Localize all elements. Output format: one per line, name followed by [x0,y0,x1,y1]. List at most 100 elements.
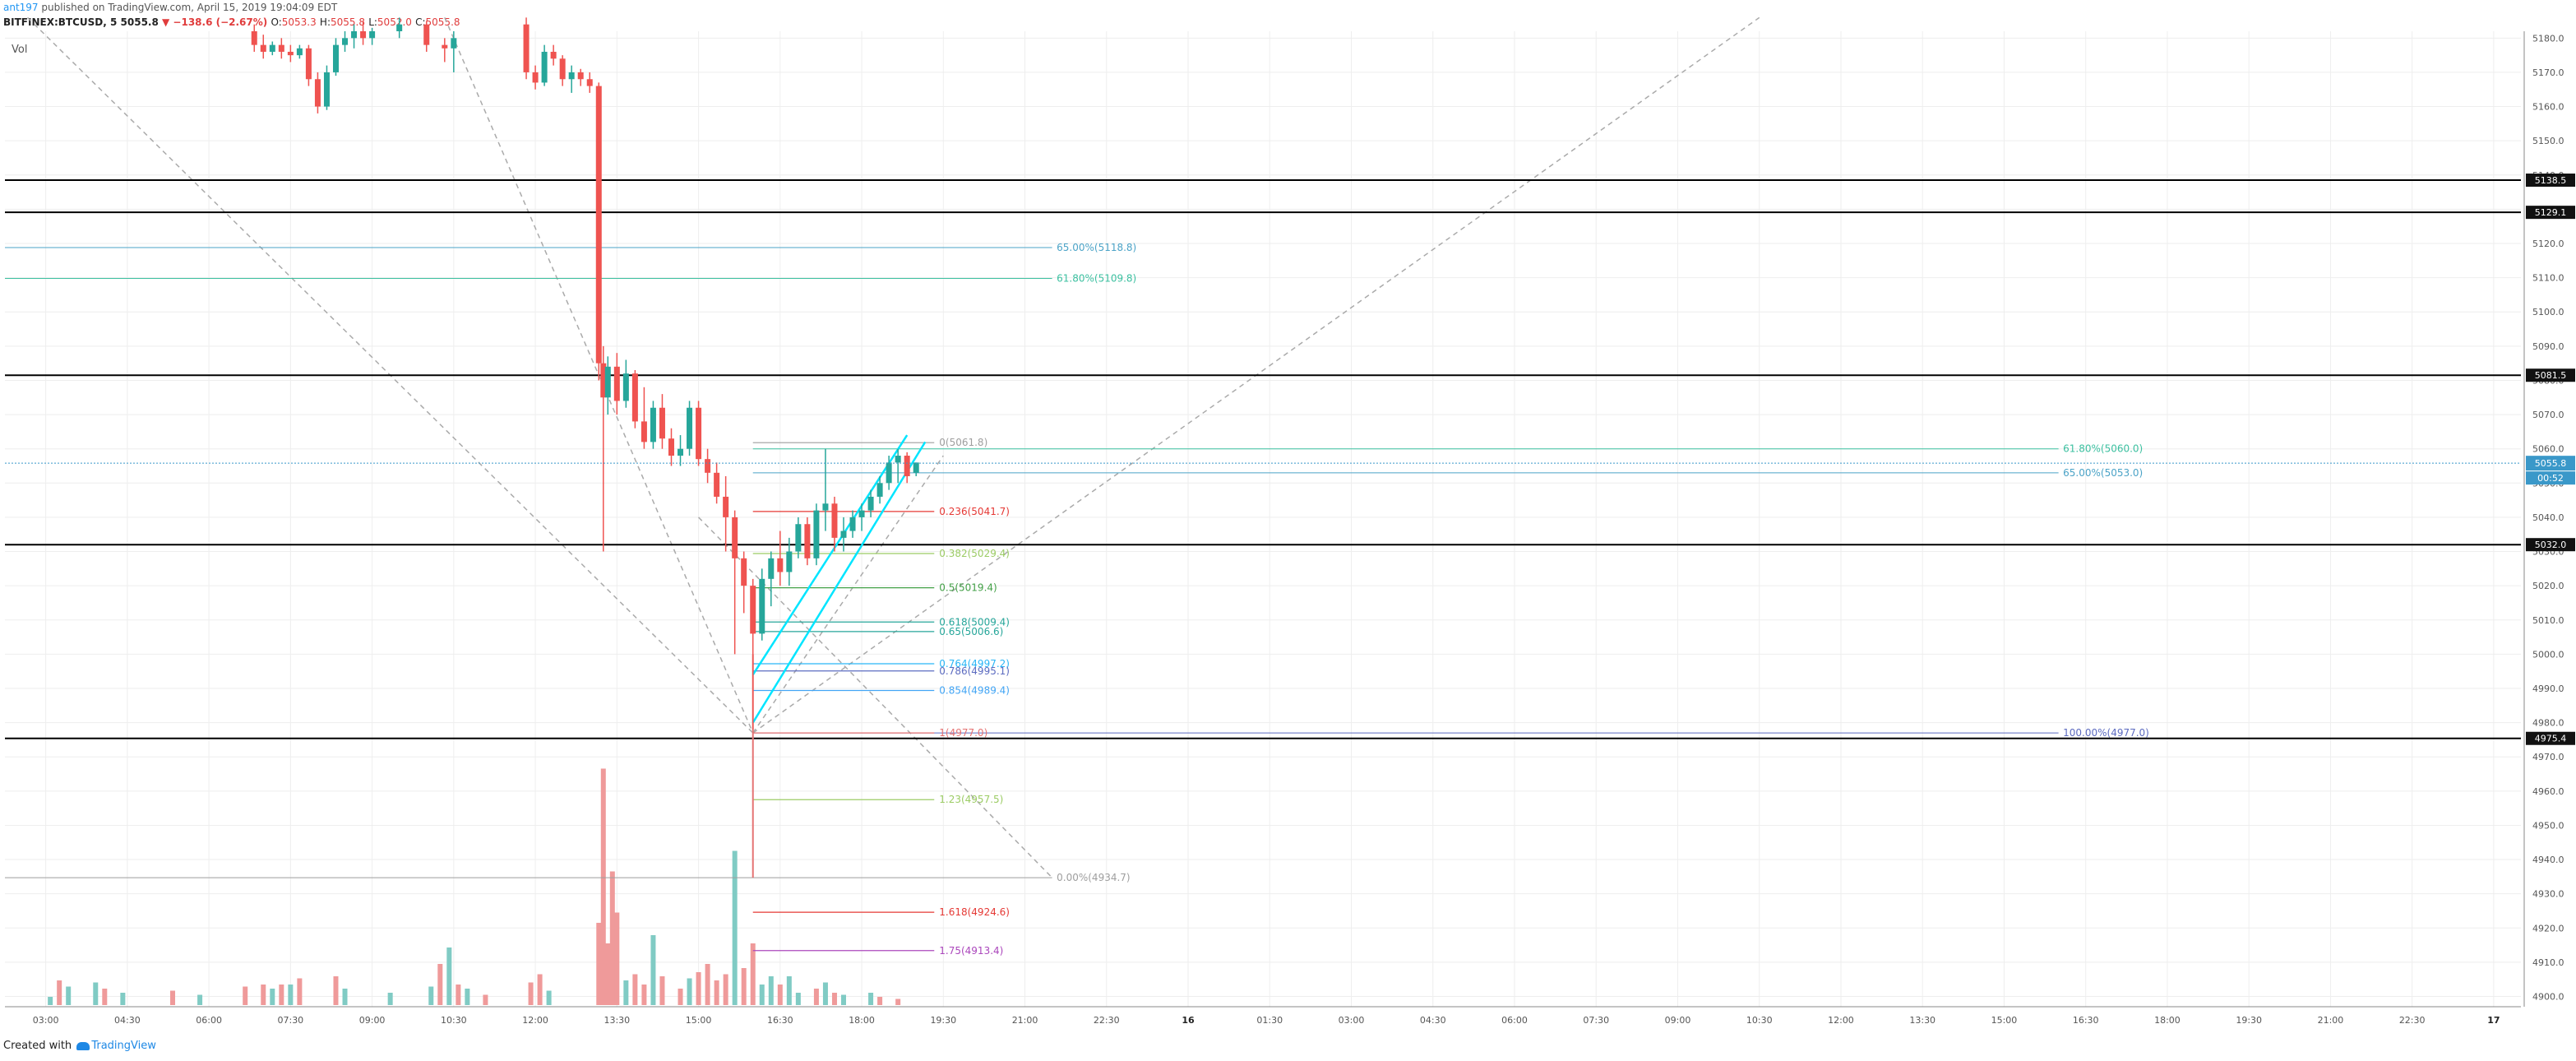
tradingview-logo-icon [76,1041,90,1050]
fib-extension-label: 100.00%(4977.0) [2063,727,2149,739]
x-tick-label: 12:00 [522,1015,548,1026]
volume-bar [678,989,683,1005]
trend-line-dashed [698,517,1053,878]
x-tick-label: 03:00 [33,1015,59,1026]
volume-bar [759,985,765,1005]
volume-bar [66,986,72,1005]
candle-body [296,48,303,56]
fib-retracement-label: 0.618(5009.4) [939,616,1010,628]
volume-bar [650,935,656,1005]
volume-bar [813,989,819,1005]
candle-body [904,456,910,476]
candle-body [532,72,539,83]
candle-body [251,31,257,45]
volume-bar [641,985,647,1005]
symbol-name: BITFINEX:BTCUSD, 5 [3,16,118,28]
volume-bar [297,978,303,1005]
y-tick-label: 5180.0 [2532,33,2564,44]
author-link[interactable]: ant197 [3,2,39,13]
volume-bar [333,976,339,1005]
candle-body [858,510,865,517]
candle-body [886,462,892,484]
y-tick-label: 4940.0 [2532,855,2564,865]
candle-body [287,51,294,56]
candle-body [269,44,275,52]
tradingview-link[interactable]: TradingView [91,1040,156,1052]
y-tick-label: 5070.0 [2532,410,2564,420]
publish-text: published on TradingView.com, April 15, … [38,2,338,13]
fib-extension-label: 0.00%(4934.7) [1057,872,1130,883]
volume-bar [456,985,461,1005]
fib-extension-label: 65.00%(5053.0) [2063,467,2143,479]
candle-body [840,530,847,538]
price-chart[interactable]: Vol5180.05170.05160.05150.05140.05130.05… [0,0,2576,1036]
x-tick-label: 06:00 [196,1015,222,1026]
volume-bar [687,978,692,1005]
candle-body [696,407,702,460]
volume-bar [387,993,393,1005]
channel-line [752,434,909,676]
candle-body [723,496,729,517]
close-value: 5055.8 [425,16,460,28]
volume-bar [614,912,620,1005]
fib-retracement-label: 0.854(4989.4) [939,684,1010,696]
x-tick-label: 22:30 [2399,1015,2426,1026]
volume-bar [102,989,108,1005]
volume-bar [600,768,606,1005]
volume-bar [705,964,710,1005]
x-tick-label: 16 [1182,1015,1195,1026]
candle-body [595,86,602,364]
volume-bar [605,943,611,1005]
x-tick-label: 04:30 [114,1015,141,1026]
high-label: H: [319,16,331,28]
volume-bar [723,974,728,1005]
price-tag-label: 5032.0 [2535,540,2567,550]
volume-bar [786,976,792,1005]
price-tag [2526,731,2575,745]
price-tag-label: 5129.1 [2535,207,2567,218]
y-tick-label: 4900.0 [2532,992,2564,1003]
candle-body [342,38,349,45]
countdown-label: 00:52 [2537,473,2564,484]
candle-body [895,456,901,463]
y-tick-label: 4970.0 [2532,752,2564,762]
fib-retracement-label: 1(4977.0) [939,727,987,739]
x-tick-label: 18:00 [849,1015,875,1026]
candle-body [768,558,775,579]
volume-bar [732,850,738,1005]
volume-bar [868,993,874,1005]
volume-label: Vol [12,44,27,56]
x-tick-label: 17 [2487,1015,2500,1026]
symbol-info: BITFINEX:BTCUSD, 5 5055.8 ▼ −138.6 (−2.6… [3,16,460,28]
x-tick-label: 13:30 [604,1015,630,1026]
candle-body [622,373,629,401]
candle-body [867,496,874,511]
volume-bar [446,947,452,1005]
volume-bar [288,985,294,1005]
fib-retracement-label: 0.764(4997.2) [939,658,1010,669]
channel-line [752,441,927,724]
candle-body [369,31,376,39]
candle-body [849,517,856,531]
candle-body [604,366,611,398]
candle-body [705,459,711,473]
candle-body [831,503,838,538]
candle-body [678,448,684,456]
candle-body [260,44,266,52]
volume-bar [197,994,203,1005]
volume-bar [596,923,602,1005]
volume-bar [822,982,828,1005]
x-tick-label: 19:30 [2236,1015,2262,1026]
y-tick-label: 5090.0 [2532,341,2564,352]
volume-bar [659,976,665,1005]
candle-body [777,558,784,572]
candle-body [741,558,747,586]
x-tick-label: 07:30 [277,1015,303,1026]
y-tick-label: 4920.0 [2532,923,2564,934]
fib-extension-label: 61.80%(5109.8) [1057,272,1136,284]
candle-body [550,51,557,59]
x-tick-label: 03:00 [1339,1015,1365,1026]
volume-bar [93,982,99,1005]
candle-body [278,44,284,52]
candle-body [396,24,403,31]
